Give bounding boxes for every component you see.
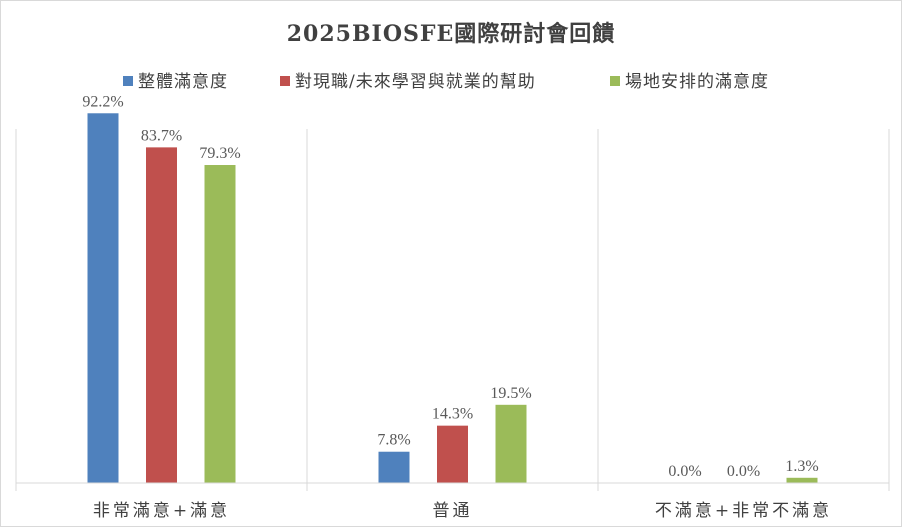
bars (87, 113, 818, 483)
bar-1-2 (146, 147, 177, 483)
legend-label-1: 整體滿意度 (138, 72, 228, 92)
data-label-3-2: 0.0% (727, 463, 760, 480)
bar-1-1 (87, 113, 119, 483)
data-labels: 92.2% 83.7% 79.3% 7.8% 14.3% 19.5% 0.0% 0.0% 1.3… (82, 93, 818, 480)
data-label-2-3: 19.5% (490, 385, 531, 402)
legend-swatch-2 (280, 76, 290, 86)
bar-1-3 (204, 165, 236, 483)
bar-2-3 (495, 404, 527, 483)
legend-label-2: 對現職/未來學習與就業的幫助 (295, 72, 536, 92)
data-label-3-3: 1.3% (785, 458, 818, 475)
data-label-1-1: 92.2% (82, 93, 123, 110)
chart-title: 2025BIOSFE國際研討會回饋 (287, 21, 616, 47)
category-label-2: 普通 (433, 501, 473, 521)
bar-3-3 (786, 477, 818, 483)
bar-2-2 (437, 425, 468, 483)
bar-2-1 (378, 451, 410, 483)
data-label-2-2: 14.3% (432, 406, 473, 423)
category-separators (15, 129, 890, 491)
legend: 整體滿意度 對現職/未來學習與就業的幫助 場地安排的滿意度 (123, 72, 769, 92)
category-labels: 非常滿意+滿意 普通 不滿意+非常不滿意 (93, 501, 832, 521)
data-label-2-1: 7.8% (377, 432, 410, 449)
category-label-3: 不滿意+非常不滿意 (655, 501, 832, 521)
category-label-1: 非常滿意+滿意 (93, 501, 230, 521)
data-label-1-3: 79.3% (199, 145, 240, 162)
legend-label-3: 場地安排的滿意度 (625, 72, 769, 92)
data-label-1-2: 83.7% (141, 127, 182, 144)
legend-swatch-3 (610, 76, 620, 86)
legend-swatch-1 (123, 76, 133, 86)
data-label-3-1: 0.0% (668, 463, 701, 480)
